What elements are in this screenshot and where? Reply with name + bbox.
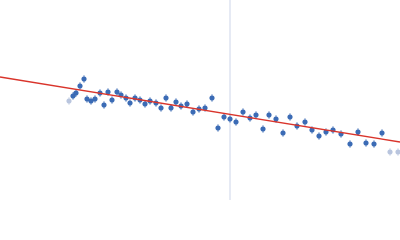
data-point xyxy=(347,141,353,147)
data-point xyxy=(173,99,179,105)
data-point xyxy=(73,90,79,96)
data-point xyxy=(379,130,385,136)
data-point xyxy=(260,126,266,132)
data-point xyxy=(355,129,361,135)
data-point xyxy=(221,114,227,120)
data-point xyxy=(215,125,221,131)
data-point xyxy=(158,105,164,111)
data-point xyxy=(280,130,286,136)
data-point xyxy=(363,140,369,146)
data-point xyxy=(66,98,72,104)
data-point xyxy=(84,96,90,102)
data-point xyxy=(88,98,94,104)
data-point xyxy=(209,95,215,101)
data-point xyxy=(233,119,239,125)
data-point xyxy=(114,89,120,95)
data-point xyxy=(184,101,190,107)
data-point xyxy=(371,141,377,147)
data-point xyxy=(302,119,308,125)
data-point xyxy=(77,83,83,89)
data-point xyxy=(142,101,148,107)
data-point xyxy=(202,105,208,111)
data-point xyxy=(190,109,196,115)
data-point xyxy=(387,149,393,155)
chart xyxy=(0,0,400,200)
data-point xyxy=(227,116,233,122)
data-point xyxy=(92,96,98,102)
data-point xyxy=(168,105,174,111)
fit-line xyxy=(0,76,400,143)
data-point xyxy=(395,149,400,155)
data-point xyxy=(253,112,259,118)
data-point xyxy=(101,102,107,108)
data-point xyxy=(109,97,115,103)
data-point xyxy=(273,116,279,122)
data-point xyxy=(81,76,87,82)
data-point xyxy=(105,89,111,95)
data-point xyxy=(287,114,293,120)
data-point xyxy=(240,109,246,115)
data-point xyxy=(163,95,169,101)
data-point xyxy=(316,133,322,139)
data-point xyxy=(127,100,133,106)
data-point xyxy=(309,127,315,133)
data-point xyxy=(266,112,272,118)
